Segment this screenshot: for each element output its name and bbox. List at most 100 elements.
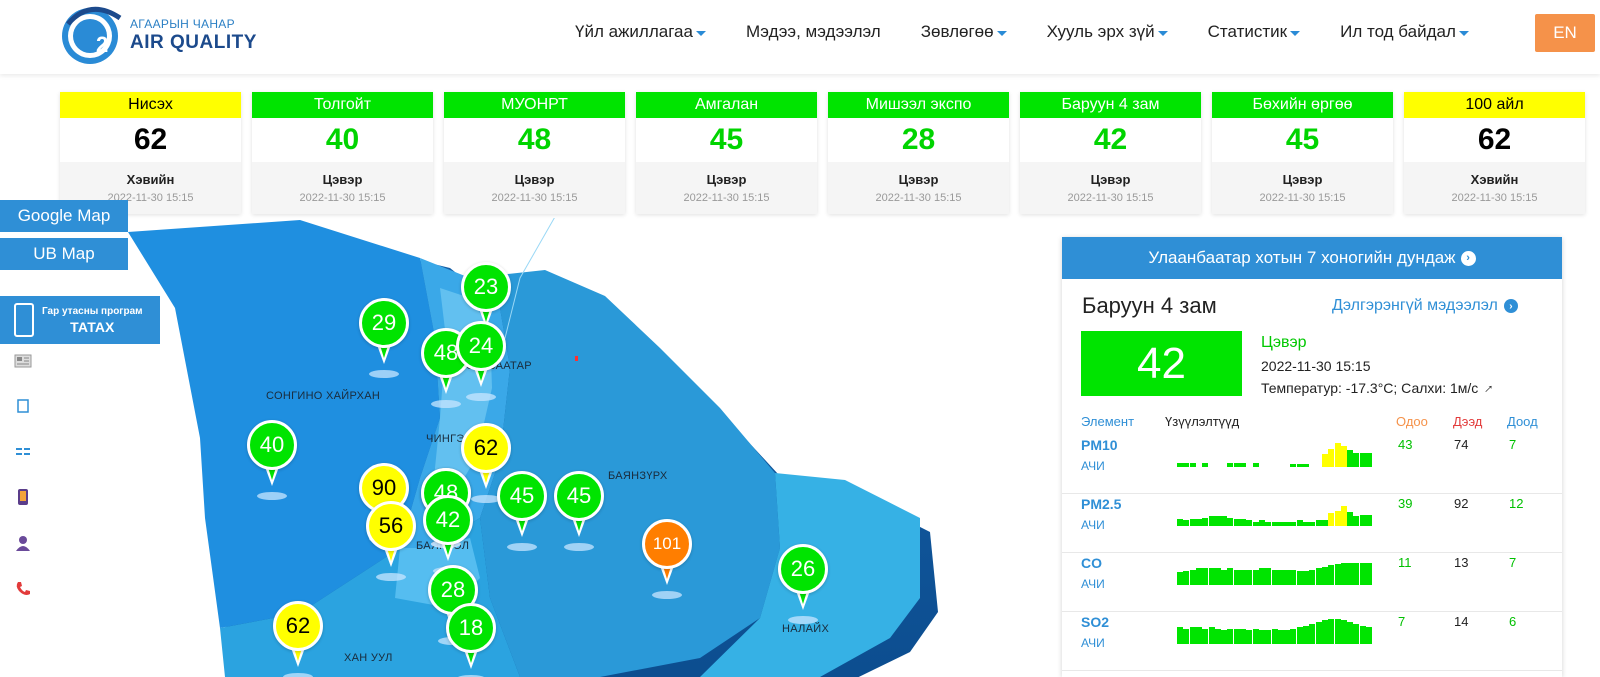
pin-tail-fill	[379, 342, 389, 358]
sparkline-bar	[1359, 562, 1366, 585]
station-map-pin[interactable]: 18	[446, 603, 496, 677]
download-app-button[interactable]: Гар утасны програм ТАТАХ	[0, 296, 160, 344]
station-map-pin[interactable]: 40	[247, 420, 297, 500]
pollutant-row[interactable]: PM2.5 АЧИ 39 92 12	[1062, 494, 1562, 553]
sparkline-bar	[1328, 513, 1335, 526]
station-date: 2022-11-30 15:15	[491, 192, 578, 204]
station-footer: Хэвийн 2022-11-30 15:15	[1404, 162, 1585, 214]
nav-item-label: Статистик	[1207, 22, 1288, 41]
station-map-pin[interactable]: 45	[497, 471, 547, 551]
aqi-map[interactable]: СОНГИНО ХАЙРХАН ЧИНГЭЛТЭЙ СҮХБААТАР БАЯНЗҮР…	[0, 218, 1060, 677]
caret-down-icon	[1157, 31, 1168, 36]
station-footer: Цэвэр 2022-11-30 15:15	[1020, 162, 1201, 214]
pollutant-max: 14	[1454, 614, 1469, 629]
sparkline-chart	[1177, 614, 1372, 644]
station-map-pin[interactable]: 101	[642, 519, 692, 599]
sparkline-bar	[1271, 521, 1278, 526]
sparkline-bar	[1214, 628, 1221, 644]
station-status: Хэвийн	[126, 172, 175, 187]
caret-down-icon	[1458, 31, 1469, 36]
pin-tail-fill	[441, 372, 451, 388]
station-map-pin[interactable]: 62	[273, 601, 323, 677]
sparkline-bar	[1189, 519, 1196, 526]
sparkline-bar	[1233, 628, 1240, 644]
weather-text: Температур: -17.3°C; Салхи: 1м/с	[1261, 380, 1479, 396]
pin-tail-fill	[267, 464, 277, 480]
station-card[interactable]: Бөхийн өргөө 45 Цэвэр 2022-11-30 15:15	[1212, 92, 1393, 214]
station-footer: Цэвэр 2022-11-30 15:15	[252, 162, 433, 214]
nav-item[interactable]: Үйл ажиллагаа	[575, 22, 706, 42]
pollutant-name: SO2	[1081, 614, 1110, 630]
pollutant-max: 13	[1454, 555, 1469, 570]
station-map-pin[interactable]: 29	[359, 298, 409, 378]
sparkline-bar	[1353, 516, 1360, 526]
caret-down-icon	[1290, 31, 1301, 36]
ub-map-button[interactable]: UB Map	[0, 238, 128, 270]
sparkline-bar	[1208, 568, 1215, 585]
nav-item[interactable]: Статистик	[1207, 22, 1301, 42]
station-cards: Нисэх 62 Хэвийн 2022-11-30 15:15 Толгойт 40 Цэ…	[60, 92, 1596, 214]
pin-shadow	[431, 400, 461, 408]
col-element: Элемент	[1081, 414, 1135, 429]
sparkline-bar	[1265, 630, 1272, 644]
nav-item[interactable]: Зөвлөгөө	[921, 22, 1007, 42]
station-card[interactable]: Мишээл экспо 28 Цэвэр 2022-11-30 15:15	[828, 92, 1009, 214]
panel-header[interactable]: Улаанбаатар хотын 7 хоногийн дундаж ›	[1062, 237, 1562, 279]
logo[interactable]: 2 АГААРЫН ЧАНАР AIR QUALITY	[60, 4, 257, 66]
station-map-pin[interactable]: 56	[366, 501, 416, 581]
nav-item[interactable]: Ил тод байдал	[1340, 22, 1469, 42]
station-aqi-value: 62	[1477, 123, 1512, 156]
station-map-pin[interactable]: 62	[461, 423, 511, 503]
sparkline-bar	[1240, 628, 1246, 644]
pollutant-row[interactable]: SO2 АЧИ 7 14 6	[1062, 612, 1562, 671]
district-label: БАЯНЗҮРХ	[608, 470, 668, 482]
station-card[interactable]: 100 айл 62 Хэвийн 2022-11-30 15:15	[1404, 92, 1585, 214]
more-info-link[interactable]: Дэлгэрэнгүй мэдээлэл ›	[1332, 297, 1518, 315]
news-icon[interactable]	[14, 352, 32, 370]
station-status: Цэвэр	[898, 172, 939, 187]
pollutant-unit: АЧИ	[1081, 577, 1105, 591]
station-card[interactable]: Толгойт 40 Цэвэр 2022-11-30 15:15	[252, 92, 433, 214]
pollutant-name: CO	[1081, 555, 1102, 571]
pin-aqi-value: 23	[461, 262, 511, 312]
pollutant-row[interactable]: CO АЧИ 11 13 7	[1062, 553, 1562, 612]
station-card[interactable]: Нисэх 62 Хэвийн 2022-11-30 15:15	[60, 92, 241, 214]
station-map-pin[interactable]: 42	[423, 495, 473, 575]
sparkline-bar	[1340, 446, 1347, 467]
wind-direction-icon: ↑	[1481, 379, 1498, 397]
station-aqi-value: 48	[517, 123, 552, 156]
sparkline-bar	[1303, 625, 1309, 644]
station-map-pin[interactable]: 24	[456, 321, 506, 401]
station-card[interactable]: МУОНРТ 48 Цэвэр 2022-11-30 15:15	[444, 92, 625, 214]
station-map-pin[interactable]: 45	[554, 471, 604, 551]
nav-item[interactable]: Хууль эрх зүй	[1047, 22, 1168, 42]
sparkline-bar	[1290, 628, 1297, 644]
panel-station-name: Баруун 4 зам	[1082, 293, 1217, 318]
phone-icon[interactable]	[14, 580, 32, 598]
station-name: Нисэх	[60, 92, 241, 118]
sparkline-bar	[1246, 569, 1253, 585]
google-map-button[interactable]: Google Map	[0, 200, 128, 232]
pin-aqi-value: 45	[554, 471, 604, 521]
sparkline-bar	[1366, 627, 1372, 644]
pin-shadow	[376, 573, 406, 581]
col-max: Дээд	[1453, 414, 1483, 429]
pollutant-row[interactable]: PM10 АЧИ 43 74 7	[1062, 435, 1562, 494]
station-map-pin[interactable]: 26	[778, 544, 828, 624]
user-icon[interactable]	[14, 534, 32, 552]
station-card[interactable]: Амгалан 45 Цэвэр 2022-11-30 15:15	[636, 92, 817, 214]
sparkline-bar	[1321, 520, 1328, 526]
pin-tail-fill	[574, 515, 584, 531]
mobile-icon[interactable]	[14, 488, 32, 506]
col-min: Доод	[1507, 414, 1538, 429]
tablet-icon[interactable]	[14, 397, 32, 415]
station-status: Цэвэр	[514, 172, 555, 187]
station-card[interactable]: Баруун 4 зам 42 Цэвэр 2022-11-30 15:15	[1020, 92, 1201, 214]
svg-text:2: 2	[96, 32, 108, 57]
grid-icon[interactable]	[14, 443, 32, 461]
sparkline-bar	[1296, 464, 1303, 467]
language-button[interactable]: EN	[1535, 14, 1595, 52]
nav-item[interactable]: Мэдээ, мэдээлэл	[746, 22, 881, 42]
sparkline-bar	[1334, 443, 1341, 467]
sparkline-bar	[1214, 568, 1221, 585]
